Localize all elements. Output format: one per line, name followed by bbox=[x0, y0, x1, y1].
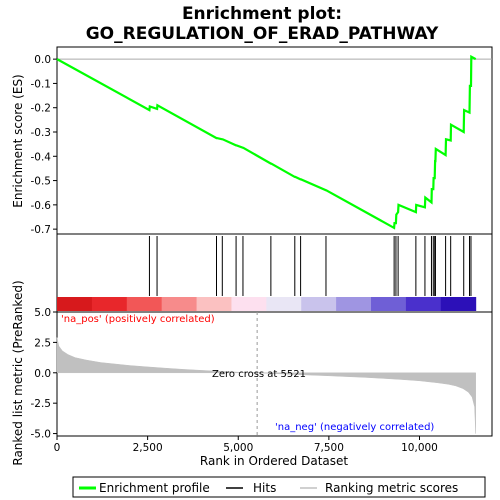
hits-panel bbox=[56, 233, 493, 313]
pos-label: 'na_pos' (positively correlated) bbox=[61, 314, 215, 325]
es-curve-layer bbox=[56, 54, 492, 230]
metric-y-axis-label: Ranked list metric (PreRanked) bbox=[11, 280, 25, 465]
heat-segment bbox=[440, 297, 477, 311]
heat-segment bbox=[161, 297, 198, 311]
es-y-tick-label: -0.3 bbox=[31, 127, 52, 139]
heat-segment bbox=[196, 297, 232, 311]
legend-label-ranking-metric: Ranking metric scores bbox=[325, 481, 458, 495]
es-y-tick-label: -0.1 bbox=[31, 78, 52, 90]
metric-y-tick-label: 0.0 bbox=[34, 368, 51, 380]
chart-title-line2: GO_REGULATION_OF_ERAD_PATHWAY bbox=[86, 24, 439, 44]
ranking-heat-bar bbox=[57, 297, 477, 311]
x-axis-label: Rank in Ordered Dataset bbox=[200, 454, 348, 468]
heat-segment bbox=[91, 297, 128, 311]
es-y-tick-label: 0.0 bbox=[34, 54, 51, 66]
heat-segment bbox=[405, 297, 442, 311]
es-y-tick-label: -0.5 bbox=[31, 176, 52, 188]
x-tick-label: 7,500 bbox=[314, 442, 344, 454]
legend-item-enrichment-profile: Enrichment profile bbox=[79, 481, 210, 495]
zero-cross-label: Zero cross at 5521 bbox=[212, 369, 306, 380]
es-plot-frame bbox=[56, 46, 493, 235]
legend-box bbox=[72, 476, 486, 498]
metric-area bbox=[56, 337, 476, 434]
heat-segment bbox=[301, 297, 337, 311]
legend-item-ranking-metric: Ranking metric scores bbox=[300, 481, 458, 495]
es-y-axis: 0.0 -0.1 -0.2 -0.3 -0.4 -0.5 -0.6 -0.7 bbox=[31, 54, 57, 236]
es-y-tick-label: -0.6 bbox=[31, 200, 52, 212]
legend-label-enrichment-profile: Enrichment profile bbox=[99, 481, 210, 495]
es-y-tick-label: -0.2 bbox=[31, 103, 52, 115]
legend-label-hits: Hits bbox=[253, 481, 276, 495]
metric-y-tick-label: 2.5 bbox=[34, 337, 51, 349]
metric-area-layer bbox=[56, 337, 476, 434]
metric-y-tick-label: -5.0 bbox=[31, 429, 52, 441]
neg-label: 'na_neg' (negatively correlated) bbox=[275, 422, 434, 433]
metric-y-axis: 5.0 2.5 0.0 -2.5 -5.0 bbox=[31, 307, 57, 441]
legend: Enrichment profile Hits Ranking metric s… bbox=[72, 476, 486, 498]
heat-segment bbox=[126, 297, 163, 311]
es-series-line bbox=[56, 54, 477, 230]
es-panel: 0.0 -0.1 -0.2 -0.3 -0.4 -0.5 -0.6 -0.7 Enrichme… bbox=[11, 46, 493, 236]
heat-segment bbox=[266, 297, 302, 311]
heat-segment bbox=[57, 297, 93, 311]
heat-segment bbox=[336, 297, 372, 311]
metric-panel: 5.0 2.5 0.0 -2.5 -5.0 0 2,500 5,000 7,500 10,000… bbox=[11, 280, 493, 468]
metric-y-tick-label: -2.5 bbox=[31, 398, 52, 410]
heat-segment bbox=[231, 297, 267, 311]
x-tick-label: 10,000 bbox=[401, 442, 438, 454]
es-y-tick-label: -0.4 bbox=[31, 151, 52, 163]
es-y-axis-label: Enrichment score (ES) bbox=[11, 74, 25, 207]
metric-x-axis: 0 2,500 5,000 7,500 10,000 bbox=[54, 436, 438, 454]
chart-title-line1: Enrichment plot: bbox=[182, 4, 342, 24]
legend-item-hits: Hits bbox=[226, 481, 276, 495]
x-tick-label: 2,500 bbox=[133, 442, 163, 454]
x-tick-label: 0 bbox=[54, 442, 61, 454]
heat-segment bbox=[371, 297, 407, 311]
x-tick-label: 5,000 bbox=[223, 442, 253, 454]
metric-y-tick-label: 5.0 bbox=[34, 307, 51, 319]
hit-lines-layer bbox=[148, 236, 472, 296]
es-y-tick-label: -0.7 bbox=[31, 224, 52, 236]
